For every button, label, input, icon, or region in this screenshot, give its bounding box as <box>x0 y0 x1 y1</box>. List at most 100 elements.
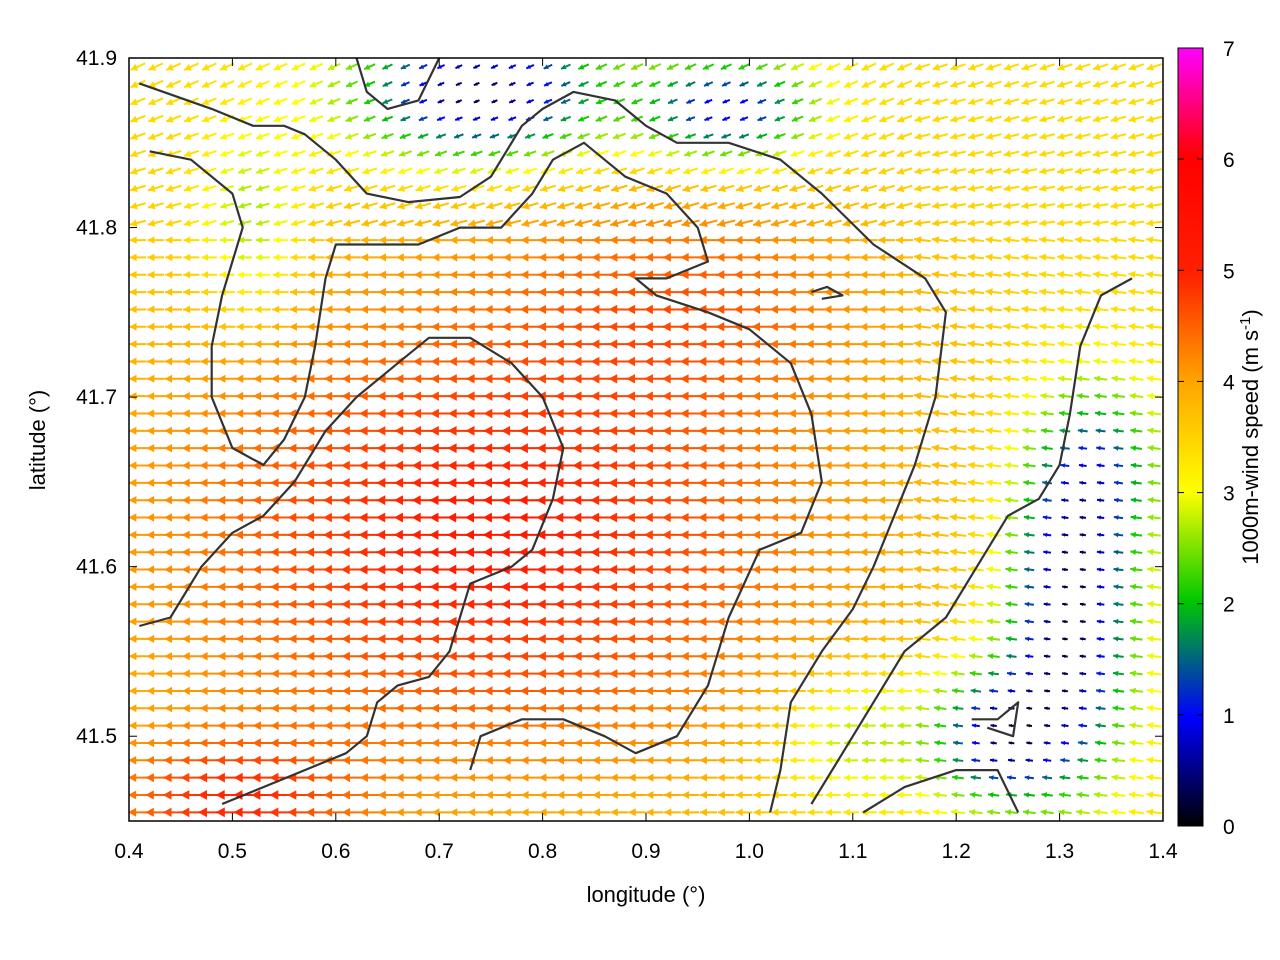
wind-arrow-head <box>663 773 672 782</box>
wind-arrow-head <box>1043 532 1048 538</box>
wind-arrow-head <box>305 547 315 557</box>
wind-arrow-head <box>555 356 564 367</box>
wind-arrow-head <box>129 617 137 626</box>
wind-arrow-head <box>1130 601 1136 608</box>
wind-arrow-head <box>145 807 154 817</box>
wind-arrow-head <box>967 357 975 366</box>
wind-arrow-head <box>859 548 868 557</box>
wind-arrow-head <box>629 167 638 175</box>
wind-arrow-head <box>1146 253 1154 261</box>
wind-arrow-head <box>1092 184 1101 192</box>
wind-arrow-head <box>879 774 886 782</box>
wind-arrow-head <box>631 116 638 122</box>
wind-arrow-head <box>680 599 689 609</box>
wind-arrow-head <box>148 133 156 140</box>
wind-arrow-head <box>774 81 781 87</box>
wind-arrow-head <box>1004 496 1011 504</box>
wind-arrow-head <box>484 686 493 696</box>
wind-arrow-head <box>967 531 976 539</box>
wind-arrow-head <box>986 583 994 591</box>
wind-arrow-head <box>1039 305 1047 313</box>
wind-arrow-head <box>860 600 868 609</box>
wind-arrow-head <box>770 235 779 245</box>
wind-arrow-head <box>306 409 315 418</box>
wind-arrow-head <box>323 790 333 800</box>
wind-arrow-head <box>808 133 816 140</box>
wind-arrow-head <box>1023 479 1030 486</box>
wind-arrow-head <box>536 443 546 454</box>
wind-arrow-head <box>147 270 155 279</box>
wind-arrow-head <box>877 582 886 591</box>
wind-arrow-head <box>447 564 457 575</box>
wind-arrow-head <box>181 755 190 765</box>
wind-arrow-head <box>324 305 333 314</box>
wind-arrow-head <box>806 461 814 470</box>
wind-arrow-head <box>1043 654 1048 659</box>
wind-arrow-head <box>572 356 582 367</box>
wind-arrow-head <box>950 617 958 626</box>
wind-arrow-head <box>877 461 886 470</box>
wind-arrow-head <box>825 167 834 175</box>
wind-arrow-head <box>877 288 886 297</box>
wind-arrow-head <box>841 305 850 314</box>
wind-arrow-head <box>788 461 796 470</box>
wind-arrow-head <box>1129 410 1136 417</box>
wind-arrow-head <box>680 564 689 575</box>
wind-arrow-head <box>878 236 886 244</box>
wind-arrow-head <box>376 547 386 558</box>
wind-arrow-head <box>164 409 172 418</box>
wind-arrow-head <box>752 634 761 644</box>
wind-arrow-head <box>931 513 940 522</box>
wind-arrow-head <box>667 116 674 122</box>
wind-arrow-head <box>644 651 653 661</box>
wind-arrow-head <box>361 219 370 227</box>
wind-arrow-head <box>147 340 155 349</box>
wind-arrow-head <box>826 98 834 105</box>
wind-arrow-head <box>914 808 922 816</box>
wind-arrow-head <box>1079 585 1084 589</box>
wind-arrow-head <box>860 219 869 227</box>
wind-arrow-head <box>627 721 636 730</box>
wind-arrow-head <box>826 739 833 747</box>
wind-arrow-head <box>859 461 868 470</box>
wind-arrow-head <box>345 116 353 122</box>
wind-arrow-head <box>753 201 762 210</box>
wind-arrow-head <box>217 686 226 696</box>
wind-arrow-head <box>626 339 635 349</box>
wind-arrow-head <box>752 652 761 661</box>
wind-arrow-head <box>341 634 350 644</box>
wind-arrow-head <box>342 270 351 279</box>
wind-arrow-head <box>1004 444 1011 452</box>
wind-arrow-head <box>377 721 386 730</box>
wind-arrow-head <box>509 99 514 104</box>
wind-arrow-head <box>184 150 192 158</box>
wind-arrow-head <box>237 288 244 296</box>
wind-arrow-head <box>1146 791 1154 799</box>
wind-arrow-head <box>129 288 137 296</box>
wind-arrow-head <box>788 617 796 626</box>
wind-arrow-head <box>431 721 440 731</box>
wind-arrow-head <box>628 808 636 817</box>
wind-arrow-head <box>198 790 207 800</box>
wind-arrow-head <box>217 461 226 470</box>
wind-arrow-head <box>572 564 582 575</box>
wind-arrow-head <box>681 773 690 782</box>
wind-arrow-head <box>413 738 422 748</box>
wind-arrow-head <box>288 651 297 661</box>
wind-arrow-head <box>716 235 725 245</box>
wind-arrow-head <box>591 235 600 245</box>
wind-arrow-head <box>574 808 583 817</box>
wind-arrow-head <box>699 721 707 730</box>
wind-arrow-head <box>1095 740 1101 746</box>
wind-arrow-head <box>129 340 137 349</box>
wind-arrow-head <box>219 236 227 244</box>
wind-arrow-head <box>413 703 422 713</box>
wind-arrow-head <box>575 184 584 193</box>
wind-arrow-head <box>608 599 618 609</box>
wind-arrow-head <box>1096 688 1101 694</box>
wind-arrow-head <box>1039 167 1047 175</box>
wind-arrow-head <box>485 253 493 262</box>
wind-arrow-head <box>878 167 887 175</box>
wind-arrow-head <box>716 409 725 418</box>
wind-arrow-head <box>503 235 511 245</box>
